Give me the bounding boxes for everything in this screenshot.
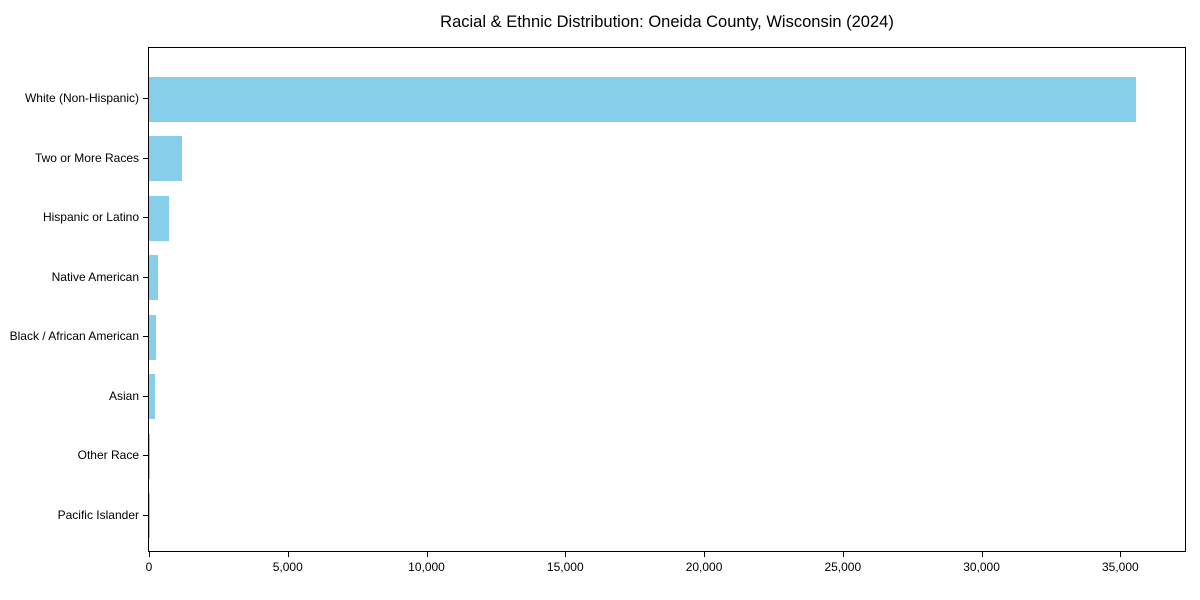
category-label: Asian [108,388,139,403]
y-tick [143,157,148,159]
x-tick-label: 10,000 [408,560,445,574]
x-tick [1120,552,1122,557]
y-tick [143,336,148,337]
bar-other-race [149,433,151,479]
bar-two-or-more-races [149,136,182,181]
category-label: Other Race [77,448,139,462]
y-tick [143,455,148,456]
x-tick-label: 5,000 [272,560,303,574]
x-tick [426,552,428,557]
category-label: Two or More Races [34,150,139,165]
y-tick [143,276,148,278]
category-label: Hispanic or Latino [42,210,139,224]
x-tick [149,552,150,557]
bar-asian [149,374,156,419]
bar-black-african-american [149,314,157,360]
category-label: Native American [51,269,139,284]
category-label: Pacific Islander [57,507,139,522]
x-tick [565,552,567,557]
x-tick-label: 30,000 [963,560,1000,574]
x-tick [704,552,706,557]
x-tick-label: 15,000 [546,560,584,574]
category-label: Black / African American [9,329,139,343]
x-tick-label: 25,000 [824,560,862,574]
plot-area [148,47,1186,552]
x-tick-label: 20,000 [685,560,723,574]
bar-pacific-islander [149,493,150,538]
category-label: White (Non-Hispanic) [24,91,139,105]
bar-hispanic-or-latino [149,195,169,241]
bar-native-american [149,255,158,300]
y-tick [143,395,148,397]
x-tick-label: 0 [145,560,153,574]
x-tick-label: 35,000 [1101,560,1139,574]
y-tick [143,98,148,99]
bar-white-non-hispanic [149,76,1136,122]
x-tick [981,552,983,557]
y-tick [143,514,148,516]
chart-title: Racial & Ethnic Distribution: Oneida Cou… [440,13,894,31]
x-tick [287,552,289,557]
x-tick [842,552,844,557]
y-tick [143,217,148,218]
